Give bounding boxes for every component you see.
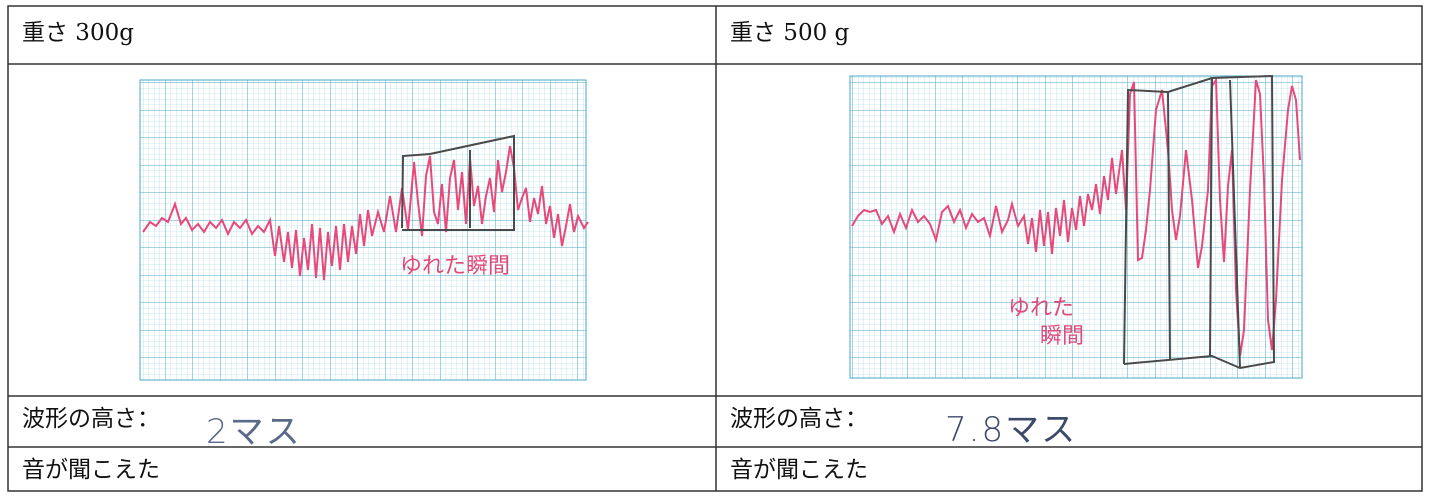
left-annotation: ゆれた瞬間 bbox=[400, 254, 511, 279]
right-annotation-line1: ゆれた bbox=[1008, 296, 1075, 321]
left-sound-label: 音が聞こえた bbox=[22, 457, 160, 483]
left-measure-box bbox=[401, 134, 515, 231]
left-height-label: 波形の高さ： bbox=[22, 406, 160, 432]
right-sound-label: 音が聞こえた bbox=[730, 457, 868, 483]
table-grid bbox=[7, 5, 1423, 492]
left-weight-label: 重さ 300g bbox=[22, 20, 134, 46]
right-measure-box bbox=[1123, 74, 1276, 370]
left-height-value: 2マス bbox=[206, 412, 302, 452]
right-waveform bbox=[851, 76, 1301, 357]
right-height-label: 波形の高さ： bbox=[730, 406, 868, 432]
left-waveform bbox=[142, 145, 589, 281]
right-weight-label: 重さ 500 g bbox=[730, 20, 850, 46]
right-height-value: 7.8マス bbox=[945, 410, 1078, 450]
right-annotation-line2: 瞬間 bbox=[1040, 324, 1085, 349]
